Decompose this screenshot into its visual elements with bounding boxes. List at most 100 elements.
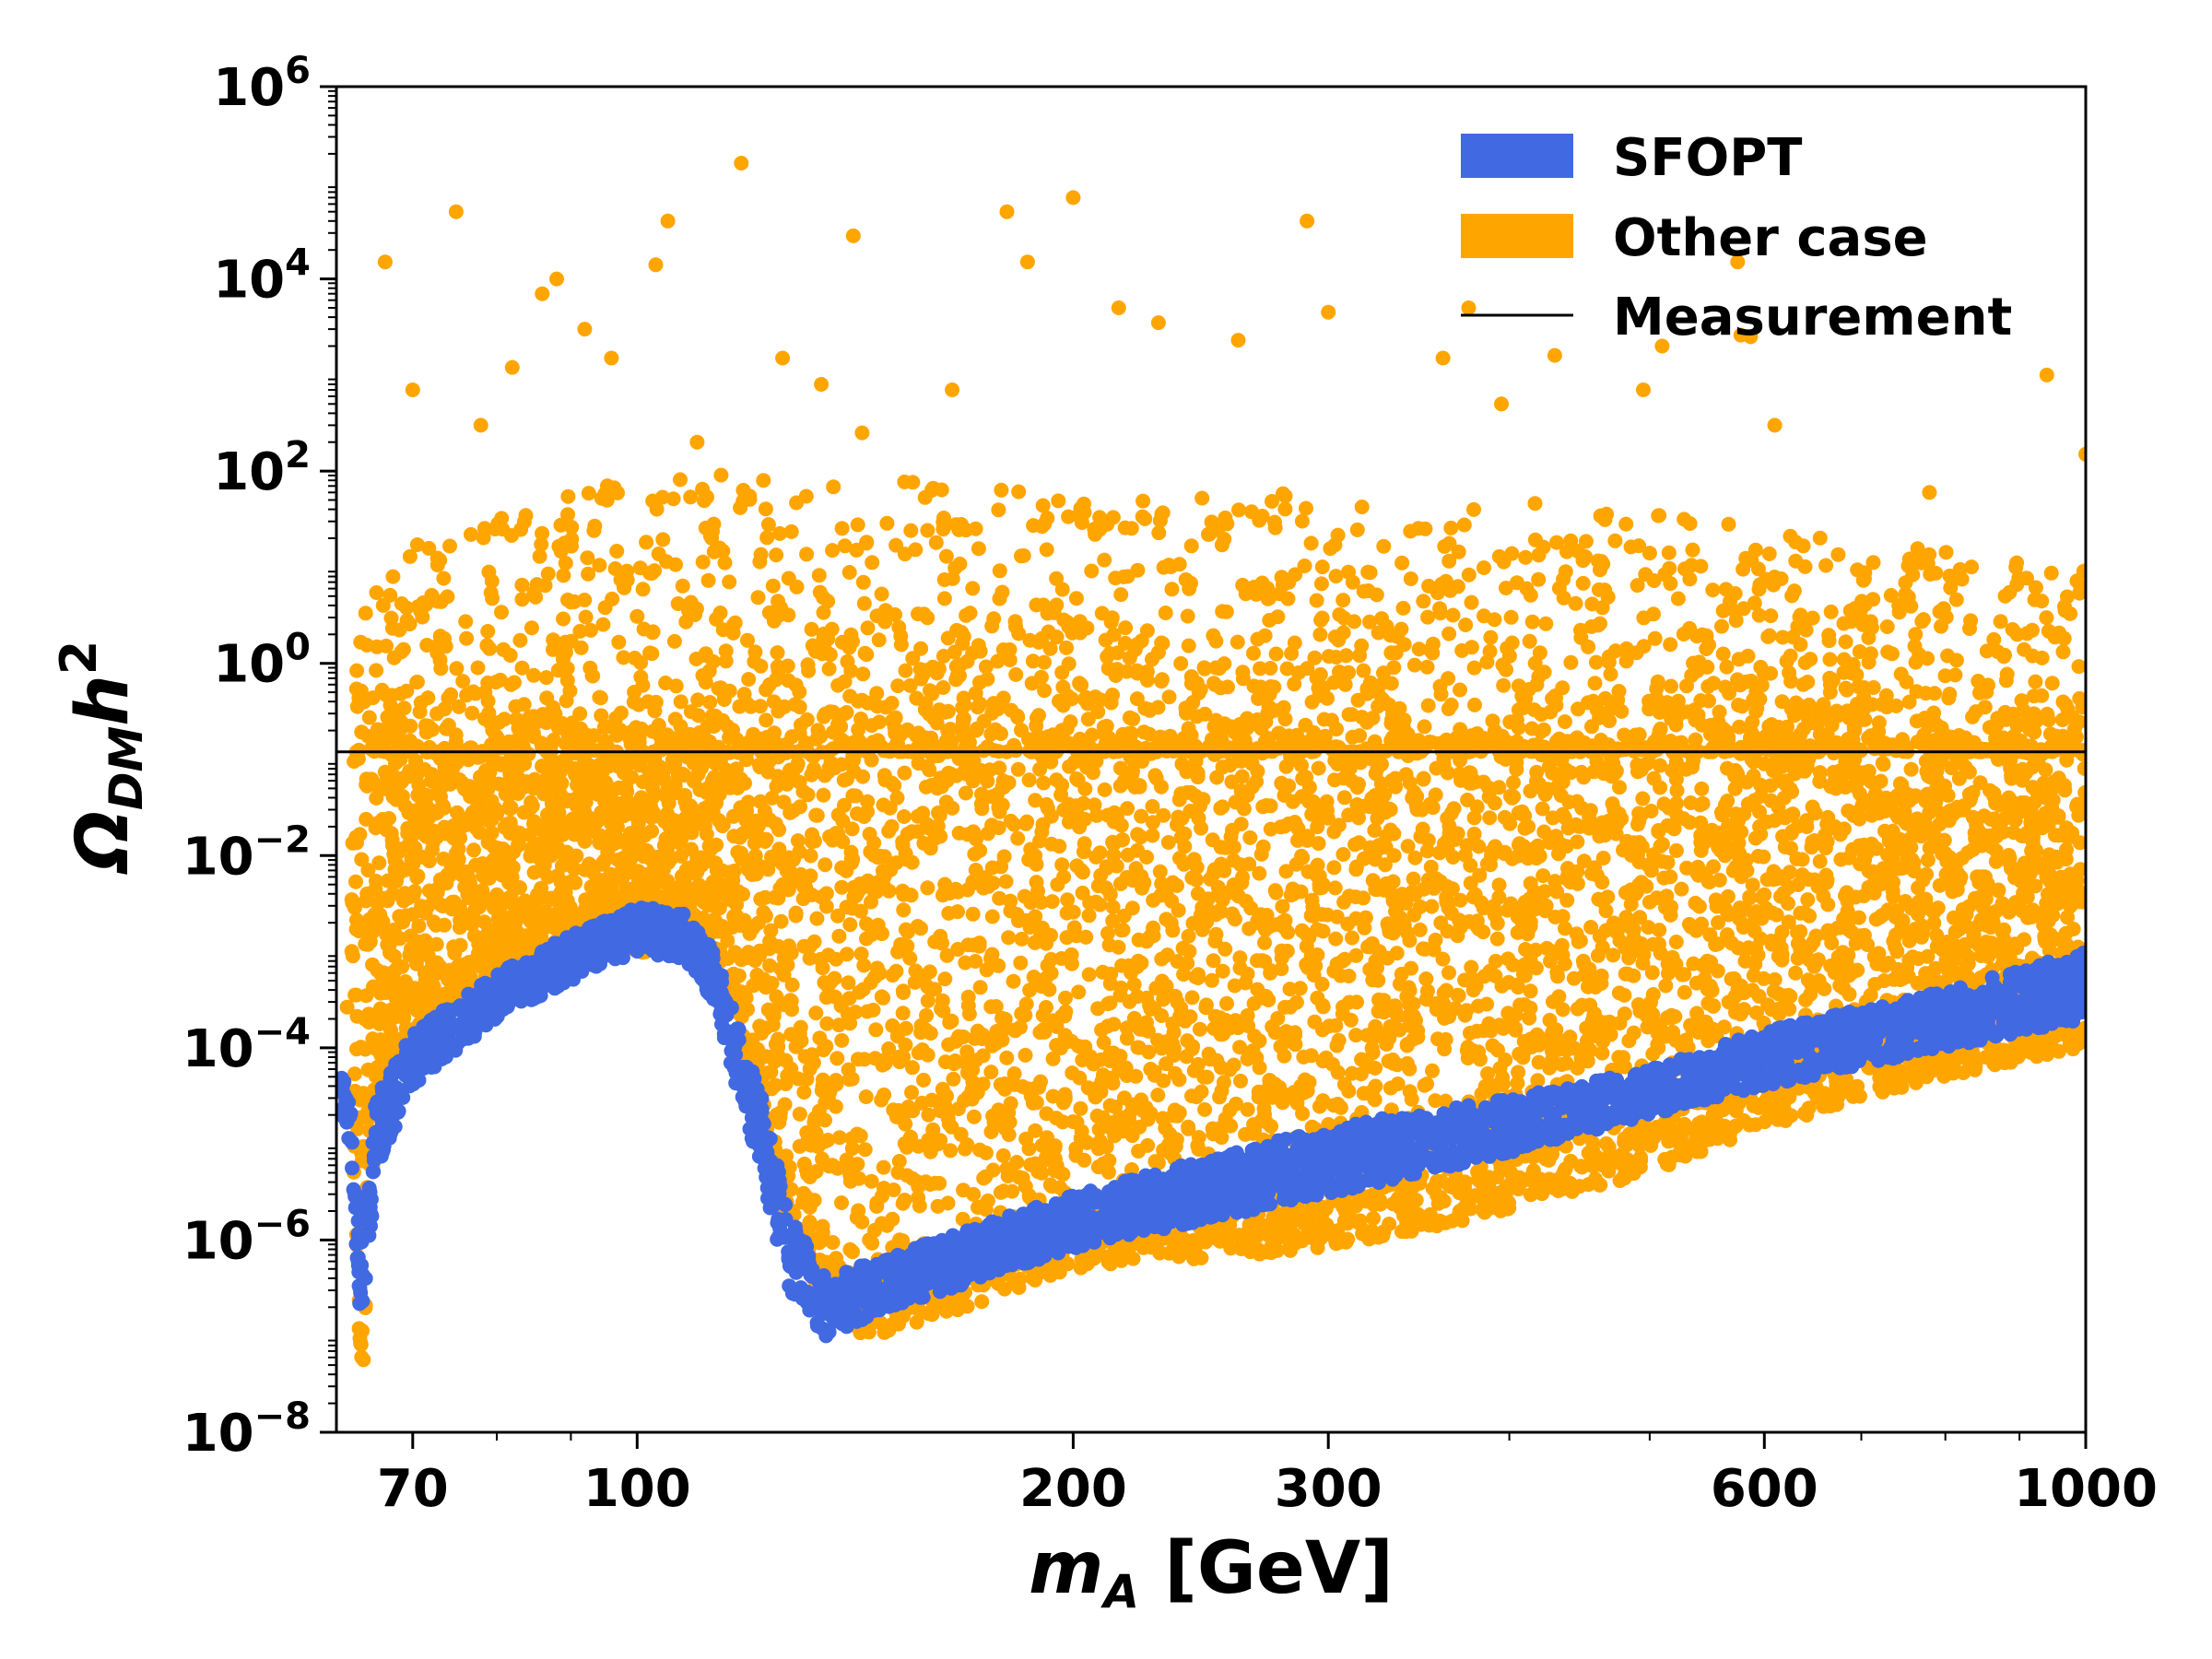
other-case-point [1072, 1070, 1088, 1086]
other-case-point [1383, 1102, 1399, 1118]
other-case-point [903, 888, 919, 903]
other-case-point [819, 1016, 835, 1031]
other-case-point [1073, 1100, 1088, 1116]
other-case-point [372, 983, 388, 999]
other-case-point [1426, 880, 1441, 896]
other-case-point [1900, 969, 1916, 984]
other-case-point [1097, 782, 1112, 797]
other-case-point [1057, 1028, 1073, 1043]
other-case-point [1075, 885, 1090, 900]
other-case-point [1428, 932, 1443, 947]
other-case-point [1594, 1045, 1610, 1061]
other-case-point [1537, 903, 1553, 919]
other-case-point [1169, 1132, 1184, 1147]
other-case-point [714, 818, 730, 834]
other-case-point [1960, 845, 1976, 861]
other-case-point [1535, 801, 1550, 817]
other-case-point [1003, 813, 1018, 829]
other-case-point [1081, 908, 1097, 924]
other-case-point [1471, 839, 1487, 854]
other-case-point [1119, 1020, 1135, 1036]
other-case-point [1168, 988, 1183, 1004]
other-case-point [1263, 965, 1278, 981]
other-case-point [1459, 1042, 1475, 1058]
other-case-point [1437, 1041, 1453, 1057]
other-case-point [1903, 840, 1919, 855]
other-case-point [403, 941, 418, 957]
other-case-point [792, 1106, 807, 1122]
other-case-point [512, 759, 527, 774]
other-case-point [1750, 947, 1766, 963]
other-case-point [1841, 986, 1857, 1002]
other-case-point [1646, 771, 1662, 786]
other-case-point [460, 887, 476, 902]
other-case-point [660, 806, 675, 821]
other-case-point [1329, 1038, 1345, 1053]
other-case-point [747, 857, 762, 873]
other-case-point [797, 1049, 813, 1065]
other-case-point [1191, 1056, 1206, 1072]
other-case-point [1213, 840, 1229, 855]
other-case-point [1531, 1054, 1547, 1070]
other-case-point [1559, 892, 1575, 908]
other-case-point [802, 1199, 818, 1215]
other-case-point [1154, 973, 1170, 989]
other-case-point [1045, 1051, 1061, 1066]
other-case-point [1487, 907, 1502, 923]
other-case-point [1869, 956, 1885, 971]
other-case-point [1560, 820, 1576, 836]
other-case-point [400, 890, 416, 906]
other-case-point [1233, 1073, 1248, 1088]
other-case-point [1400, 839, 1416, 854]
other-case-point [360, 934, 376, 949]
other-case-point [1960, 956, 1976, 971]
other-case-point [501, 801, 517, 816]
other-case-point [1033, 895, 1049, 910]
other-case-point [1683, 795, 1699, 810]
other-case-point [752, 947, 768, 963]
other-case-point [1694, 781, 1710, 796]
other-case-point [950, 1101, 966, 1116]
other-case-point [2039, 868, 2054, 884]
other-case-point [1511, 980, 1526, 995]
other-case-point [984, 909, 1000, 924]
other-case-point [1482, 810, 1498, 826]
other-case-point [1951, 771, 1967, 786]
other-case-point [1873, 773, 1888, 789]
other-case-point [1725, 863, 1741, 878]
other-case-point [1771, 868, 1786, 884]
other-case-point [1937, 778, 1953, 794]
other-case-point [587, 825, 603, 840]
other-case-point [1663, 869, 1678, 885]
other-case-point [1930, 900, 1946, 916]
other-case-point [1126, 977, 1142, 993]
other-case-point [621, 855, 637, 871]
other-case-point [465, 917, 480, 932]
other-case-point [1788, 965, 1804, 981]
other-case-point [475, 807, 490, 822]
other-case-point [991, 1102, 1006, 1118]
other-case-point [1843, 924, 1859, 939]
other-case-point [1233, 817, 1249, 832]
other-case-point [1180, 1033, 1195, 1049]
other-case-point [1244, 779, 1260, 794]
other-case-point [1812, 765, 1828, 781]
other-case-point [1920, 948, 1936, 964]
other-case-point [935, 1003, 951, 1018]
other-case-point [835, 813, 851, 829]
other-case-point [772, 880, 788, 896]
other-case-point [1084, 1081, 1100, 1097]
other-case-point [1366, 1210, 1381, 1226]
other-case-point [1702, 927, 1718, 943]
other-case-point [771, 1031, 786, 1047]
other-case-point [1767, 971, 1783, 987]
other-case-point [983, 1065, 999, 1080]
other-case-point [1032, 833, 1048, 849]
other-case-point [1371, 992, 1386, 1007]
other-case-point [1752, 818, 1768, 834]
other-case-point [1466, 810, 1482, 826]
other-case-point [1477, 1078, 1493, 1094]
other-case-point [1013, 955, 1029, 971]
other-case-point [1102, 976, 1118, 992]
other-case-point [1039, 1106, 1054, 1122]
